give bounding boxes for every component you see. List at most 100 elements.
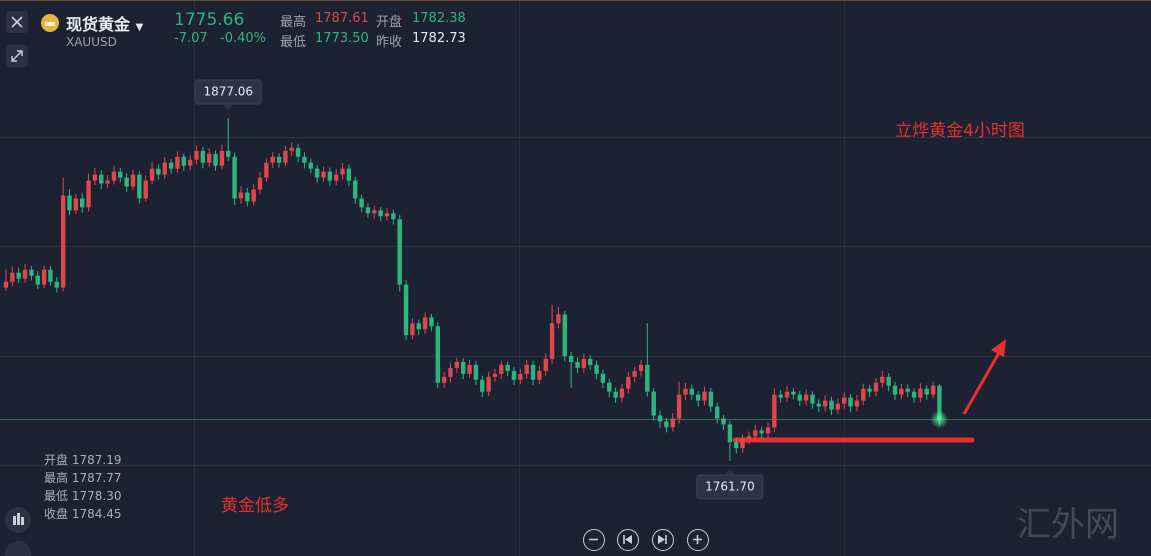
legend-value: 1784.45 <box>71 507 122 521</box>
candle-body <box>156 168 161 175</box>
collapse-icon <box>11 50 23 62</box>
candle-body <box>689 388 694 395</box>
candle-body <box>397 219 402 285</box>
candle-body <box>213 153 218 166</box>
price-change: -7.07 <box>174 31 208 46</box>
price-tag: 1761.70 <box>705 479 755 493</box>
candle-body <box>181 156 186 166</box>
candle-body <box>403 284 409 336</box>
candle-body <box>911 391 917 398</box>
candle-body <box>194 150 199 160</box>
candle-body <box>340 168 345 175</box>
high-label: 最高 <box>280 15 307 30</box>
candle-body <box>772 394 777 428</box>
candle-body <box>568 356 574 362</box>
candle-body <box>937 385 942 420</box>
first-button[interactable] <box>617 529 639 551</box>
price-tag-pointer <box>724 468 735 475</box>
candle-body <box>670 418 675 428</box>
candle-body <box>149 168 155 181</box>
candle-body <box>619 388 625 398</box>
candle-body <box>314 168 320 178</box>
candle-body <box>461 361 466 374</box>
candle-body <box>308 162 313 169</box>
candle-body <box>162 162 167 175</box>
candle-body <box>99 174 104 184</box>
close-icon <box>11 16 23 28</box>
candle-body <box>111 171 117 181</box>
legend-label: 最低 <box>44 489 69 503</box>
candle-body <box>880 376 885 383</box>
candle-body <box>715 406 720 419</box>
candle-body <box>251 189 256 202</box>
candle-body <box>92 174 98 181</box>
symbol-code: XAUUSD <box>66 35 117 49</box>
candle-body <box>378 210 383 217</box>
candle-body <box>695 394 701 401</box>
candle-body <box>759 430 764 434</box>
candle-body <box>473 364 479 380</box>
candle-body <box>302 156 307 163</box>
candle-body <box>283 150 288 163</box>
zoom-in-button[interactable] <box>687 529 709 551</box>
candle-body <box>822 400 828 407</box>
prev-close-label: 昨收 <box>376 35 403 50</box>
candle-body <box>734 442 739 449</box>
candle-body <box>632 370 637 377</box>
candle-body <box>372 210 377 214</box>
symbol-name[interactable]: 现货黄金 ▼ <box>66 11 143 35</box>
candle-body <box>746 436 752 440</box>
candle-body <box>410 323 415 336</box>
candle-body <box>499 364 504 374</box>
candle-body <box>118 171 123 178</box>
candle-body <box>54 281 59 288</box>
legend-close: 收盘 1784.45 <box>44 505 121 522</box>
arrow-head <box>991 339 1006 357</box>
watermark: 汇外网 <box>1017 506 1119 544</box>
candle-body <box>200 150 206 163</box>
legend-open: 开盘 1787.19 <box>44 451 121 468</box>
candle-body <box>721 418 726 425</box>
candle-body <box>175 156 180 169</box>
candle-body <box>276 156 282 163</box>
legend-label: 收盘 <box>44 507 69 521</box>
zoom-out-icon <box>589 538 598 541</box>
candle-body <box>264 162 269 178</box>
candle-body <box>86 180 91 208</box>
draw-button[interactable] <box>5 541 31 556</box>
candle-body <box>645 364 650 392</box>
price-tag: 1877.06 <box>203 84 253 98</box>
candle-body <box>848 397 853 407</box>
candle-body <box>321 171 326 178</box>
price-change-pct: -0.40% <box>220 31 266 46</box>
candle-body <box>651 391 656 416</box>
candle-body <box>511 370 517 380</box>
candle-body <box>143 180 148 199</box>
candle-body <box>429 317 434 327</box>
candle-body <box>549 323 555 359</box>
close-button[interactable] <box>6 11 28 33</box>
candle-body <box>3 281 9 288</box>
candle-body <box>854 400 860 407</box>
candle-body <box>556 314 561 324</box>
open-label: 开盘 <box>376 15 403 30</box>
candle-body <box>505 364 510 371</box>
candle-body <box>562 314 567 357</box>
indicator-button[interactable] <box>5 507 31 533</box>
last-button[interactable] <box>652 529 674 551</box>
zoom-out-button[interactable] <box>583 529 605 551</box>
legend-low: 最低 1778.30 <box>44 487 121 504</box>
candle-body <box>219 150 225 166</box>
candle-body <box>257 177 263 190</box>
candle-body <box>702 391 707 401</box>
collapse-button[interactable] <box>6 45 28 67</box>
candle-body <box>232 156 237 199</box>
candle-body <box>924 388 929 395</box>
candle-body <box>48 269 53 282</box>
candle-body <box>467 364 472 374</box>
candle-body <box>740 439 745 449</box>
prev-close-value: 1782.73 <box>412 31 466 46</box>
candle-body <box>416 323 421 330</box>
candle-body <box>930 385 936 395</box>
